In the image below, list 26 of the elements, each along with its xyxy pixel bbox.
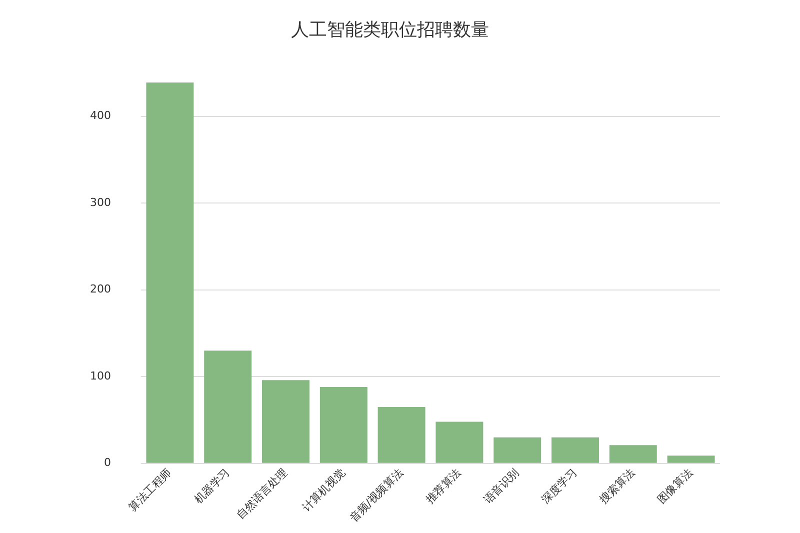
y-tick-label: 400: [90, 109, 111, 122]
bar: [494, 437, 542, 463]
x-tick-label: 算法工程师: [126, 466, 174, 514]
bar: [262, 380, 310, 463]
y-tick-label: 100: [90, 369, 111, 382]
y-tick-label: 200: [90, 282, 111, 296]
bar: [320, 387, 368, 463]
x-tick-label: 搜索算法: [596, 466, 638, 506]
x-tick-label: 图像算法: [654, 466, 696, 506]
x-tick-label: 音频/视频算法: [347, 466, 406, 524]
bar: [667, 456, 715, 463]
y-tick-label: 0: [104, 456, 111, 470]
x-tick-label: 计算机视觉: [300, 466, 348, 514]
x-tick-label: 深度学习: [539, 466, 580, 506]
y-tick-label: 300: [90, 196, 111, 209]
bar: [378, 406, 426, 463]
bar: [552, 437, 599, 463]
bar: [436, 422, 484, 463]
x-tick-label: 机器学习: [192, 466, 232, 506]
x-tick-label: 推荐算法: [423, 466, 464, 506]
x-tick-label: 自然语言处理: [234, 466, 290, 522]
chart-title: 人工智能类职位招聘数量: [291, 19, 489, 40]
x-tick-label: 语音识别: [481, 466, 522, 506]
bar: [204, 350, 252, 463]
bar: [146, 82, 194, 463]
bar: [609, 445, 657, 463]
